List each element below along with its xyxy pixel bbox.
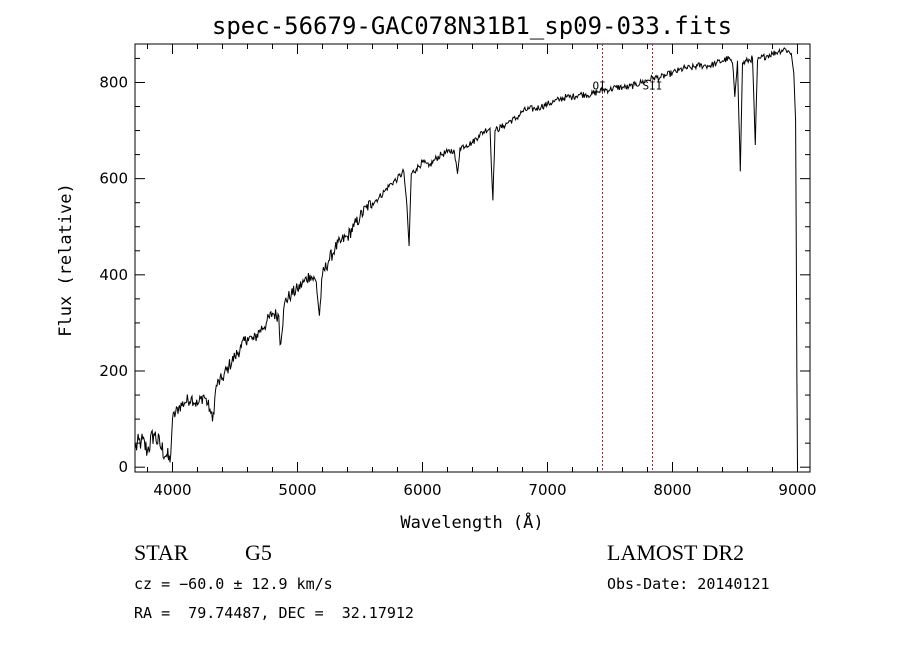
- y-tick-label: 400: [99, 266, 128, 284]
- x-tick-label: 5000: [278, 481, 316, 499]
- spectral-line-markers: OI SII: [593, 44, 663, 472]
- x-tick-label: 7000: [528, 481, 566, 499]
- survey-name: LAMOST DR2: [607, 540, 745, 565]
- chart-title: spec-56679-GAC078N31B1_sp09-033.fits: [212, 12, 732, 40]
- y-tick-label: 600: [99, 170, 128, 188]
- x-tick-label: 4000: [153, 481, 191, 499]
- redshift-velocity: cz = −60.0 ± 12.9 km/s: [134, 575, 333, 593]
- observation-date: Obs-Date: 20140121: [607, 575, 770, 593]
- marker-label-sii: SII: [643, 80, 663, 93]
- flux-series: [134, 47, 799, 468]
- y-tick-label: 800: [99, 73, 128, 91]
- axis-ticks: 4000 5000 6000 7000 8000 9000 0 200 400 600 800: [99, 44, 817, 499]
- x-tick-label: 6000: [403, 481, 441, 499]
- y-axis-label: Flux (relative): [56, 183, 76, 337]
- plot-area: [134, 43, 811, 473]
- y-tick-label: 200: [99, 362, 128, 380]
- object-class: STAR: [134, 540, 189, 565]
- object-subclass: G5: [245, 540, 272, 565]
- sky-coordinates: RA = 79.74487, DEC = 32.17912: [134, 604, 414, 622]
- plot-frame: [134, 43, 811, 473]
- y-tick-label: 0: [118, 458, 128, 476]
- x-tick-label: 8000: [653, 481, 691, 499]
- flux-line: [134, 47, 799, 468]
- x-axis-label: Wavelength (Å): [400, 511, 543, 533]
- x-tick-label: 9000: [778, 481, 816, 499]
